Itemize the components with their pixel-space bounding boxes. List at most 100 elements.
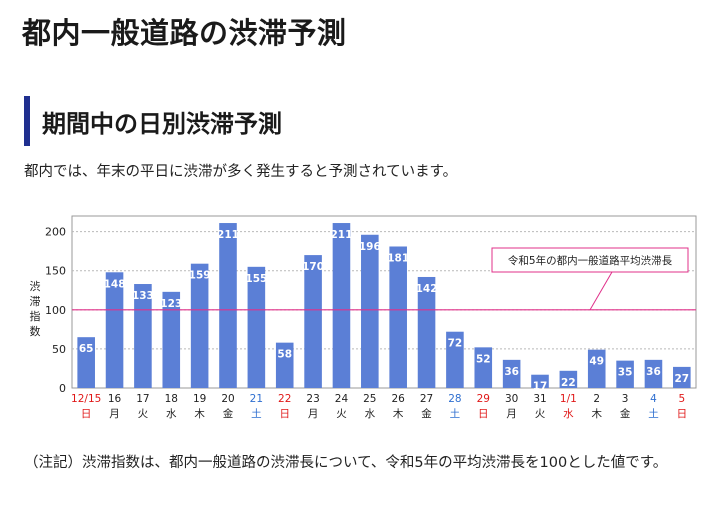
x-tick-weekday: 水	[365, 408, 376, 420]
y-tick-label: 200	[45, 226, 66, 239]
x-tick-date: 25	[363, 393, 376, 405]
data-label: 35	[618, 367, 633, 379]
x-tick-date: 12/15	[71, 393, 101, 405]
y-axis-label: 指	[30, 309, 41, 323]
bar	[389, 246, 407, 388]
x-tick-date: 20	[221, 393, 234, 405]
intro-text: 都内では、年末の平日に渋滞が多く発生すると予測されています。	[24, 164, 458, 180]
x-tick-date: 21	[250, 393, 263, 405]
y-axis-label: 滞	[30, 295, 41, 308]
page-title: 都内一般道路の渋滞予測	[22, 16, 347, 50]
data-label: 36	[646, 366, 661, 378]
chart-svg: 0 50 100 150 200 渋滞指数 65 12/15 日 148 16 月 133 17 火 123 1…	[30, 215, 697, 420]
x-tick-date: 23	[306, 393, 319, 405]
x-tick-date: 16	[108, 393, 122, 405]
x-tick-weekday: 日	[279, 408, 290, 420]
bar	[105, 272, 124, 388]
bar	[332, 223, 351, 388]
y-tick-label: 50	[52, 343, 66, 356]
note-text: （注記）渋滞指数は、都内一般道路の渋滞長について、令和5年の平均渋滞長を100と…	[24, 455, 668, 471]
x-tick-weekday: 木	[194, 408, 205, 420]
x-tick-date: 28	[448, 393, 461, 405]
x-tick-weekday: 土	[251, 407, 262, 420]
data-label: 211	[330, 229, 352, 241]
x-tick-weekday: 水	[166, 408, 177, 420]
x-tick-weekday: 月	[506, 408, 517, 420]
data-label: 211	[217, 229, 239, 241]
data-label: 148	[104, 278, 126, 290]
x-tick-weekday: 木	[591, 408, 602, 420]
data-label: 133	[132, 290, 154, 302]
bar	[304, 255, 322, 388]
x-tick-weekday: 金	[620, 407, 631, 420]
x-tick-date: 19	[193, 393, 206, 405]
data-label: 65	[79, 343, 94, 355]
x-tick-date: 2	[593, 393, 600, 405]
x-tick-weekday: 月	[308, 408, 319, 420]
bar	[502, 359, 521, 388]
bar	[219, 223, 237, 388]
x-tick-date: 31	[533, 393, 546, 405]
y-tick-label: 150	[45, 265, 66, 278]
x-tick-date: 4	[650, 393, 657, 405]
bar	[190, 263, 209, 388]
callout-leader	[589, 271, 613, 311]
x-tick-weekday: 土	[450, 407, 461, 420]
section-heading: 期間中の日別渋滞予測	[24, 96, 282, 146]
data-label: 49	[589, 356, 604, 368]
x-tick-weekday: 火	[138, 408, 149, 420]
section-title: 期間中の日別渋滞予測	[42, 109, 282, 138]
data-label: 155	[245, 273, 267, 285]
bar	[559, 370, 578, 388]
plot-area	[71, 215, 697, 389]
x-tick-date: 18	[165, 393, 178, 405]
x-tick-date: 27	[420, 393, 433, 405]
x-tick-weekday: 水	[563, 408, 574, 420]
x-tick-date: 5	[678, 393, 685, 405]
data-label: 17	[533, 381, 548, 393]
x-tick-weekday: 日	[478, 408, 489, 420]
bar	[531, 374, 549, 388]
bar	[673, 366, 691, 388]
data-label: 196	[359, 241, 381, 253]
x-tick-date: 17	[136, 393, 149, 405]
data-label: 58	[277, 349, 292, 361]
data-label: 72	[448, 338, 463, 350]
bar	[275, 342, 294, 388]
data-label: 181	[387, 252, 409, 264]
data-label: 22	[561, 377, 576, 389]
y-axis-label: 数	[30, 325, 41, 338]
x-tick-weekday: 火	[535, 408, 546, 420]
x-tick-date: 29	[477, 393, 490, 405]
x-tick-weekday: 金	[223, 407, 234, 420]
x-tick-weekday: 月	[109, 408, 120, 420]
x-tick-date: 22	[278, 393, 291, 405]
data-label: 27	[675, 373, 690, 385]
x-tick-weekday: 土	[648, 407, 659, 420]
y-axis-label: 渋	[30, 280, 41, 293]
x-tick-date: 30	[505, 393, 518, 405]
x-tick-weekday: 火	[336, 408, 347, 420]
bar	[474, 347, 493, 388]
data-label: 159	[189, 270, 211, 282]
x-tick-date: 26	[391, 393, 405, 405]
x-tick-weekday: 金	[421, 407, 432, 420]
x-tick-weekday: 日	[677, 408, 688, 420]
bar	[644, 359, 663, 388]
bar	[77, 337, 95, 388]
bar	[247, 266, 266, 388]
bar	[162, 291, 181, 388]
reference-line-label: 令和5年の都内一般道路平均渋滞長	[508, 254, 673, 267]
x-tick-weekday: 日	[81, 408, 92, 420]
data-label: 123	[160, 298, 182, 310]
callout-box	[491, 247, 689, 273]
bar	[616, 360, 634, 388]
congestion-chart: 0 50 100 150 200 渋滞指数 65 12/15 日 148 16 月 133 17 火 123 1…	[24, 206, 704, 428]
y-tick-label: 100	[45, 304, 66, 317]
x-tick-date: 1/1	[560, 393, 577, 405]
data-label: 142	[416, 283, 438, 295]
data-label: 170	[302, 261, 324, 273]
bar	[587, 349, 606, 388]
x-tick-date: 24	[335, 393, 349, 405]
x-tick-date: 3	[622, 393, 629, 405]
